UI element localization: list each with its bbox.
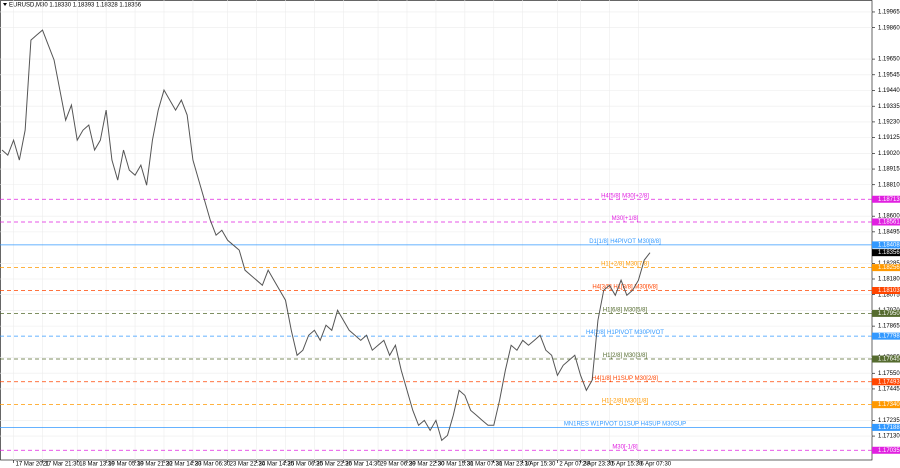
y-tick-label: 1.18285 bbox=[878, 261, 900, 267]
level-label: MN1RES W1PIVOT D1SUP H4SUP M30SUP bbox=[564, 421, 686, 427]
x-tick-label: 23 Mar 22:30 bbox=[230, 462, 266, 468]
price-tag bbox=[872, 423, 900, 431]
y-tick-label: 1.18915 bbox=[878, 167, 900, 173]
y-tick-label: 1.17865 bbox=[878, 324, 900, 330]
y-tick-label: 1.17235 bbox=[878, 418, 900, 424]
x-tick-label: 26 Mar 14:30 bbox=[345, 462, 381, 468]
y-tick-label: 1.17130 bbox=[878, 434, 900, 440]
level-label: M30[-1/8] bbox=[612, 444, 638, 450]
y-tick-label: 1.18075 bbox=[878, 292, 900, 298]
price-tag-label: 1.18103 bbox=[878, 288, 900, 294]
y-tick-label: 1.17550 bbox=[878, 371, 900, 377]
x-tick-label: 18 Mar 13:30 bbox=[79, 462, 115, 468]
price-tag bbox=[872, 195, 900, 203]
x-tick-label: 29 Mar 22:30 bbox=[409, 462, 445, 468]
x-tick-label: 24 Mar 14:30 bbox=[259, 462, 295, 468]
price-tag bbox=[872, 401, 900, 409]
x-tick-label: 29 Mar 06:30 bbox=[380, 462, 416, 468]
x-tick-label: 17 Mar 21:30 bbox=[45, 462, 81, 468]
level-label: H1[2/8] M30[3/8] bbox=[603, 353, 648, 359]
x-tick-label: 6 Apr 07:30 bbox=[640, 462, 671, 468]
x-tick-label: 2 Apr 23:30 bbox=[583, 462, 614, 468]
level-label: M30[+1/8] bbox=[612, 216, 639, 222]
level-label: H4[1/8] H1SUP M30[2/8] bbox=[592, 376, 658, 382]
price-line bbox=[1, 29, 651, 442]
level-label: H4[5/8] M30[+2/8] bbox=[601, 193, 649, 199]
title-arrow bbox=[3, 3, 7, 6]
price-tag-label: 1.17798 bbox=[878, 334, 900, 340]
level-label: H1[-2/8] M30[1/8] bbox=[602, 399, 649, 405]
x-tick-label: 25 Mar 06:30 bbox=[288, 462, 324, 468]
y-tick-label: 1.18600 bbox=[878, 214, 900, 220]
y-tick-label: 1.19545 bbox=[878, 72, 900, 78]
price-tag bbox=[872, 355, 900, 363]
x-tick-label: 5 Apr 15:30 bbox=[612, 462, 643, 468]
x-tick-label: 19 Mar 21:30 bbox=[137, 462, 173, 468]
x-tick-label: 30 Mar 15:30 bbox=[438, 462, 474, 468]
price-tag-label: 1.18713 bbox=[878, 197, 900, 203]
price-tag bbox=[872, 264, 900, 272]
x-tick-label: 1 Apr 15:30 bbox=[525, 462, 556, 468]
price-tag bbox=[872, 287, 900, 295]
y-tick-label: 1.17445 bbox=[878, 387, 900, 393]
price-tag-label: 1.17645 bbox=[878, 357, 900, 363]
y-tick-label: 1.19230 bbox=[878, 119, 900, 125]
level-label: H4[3/8] H1[8/8] M30[6/8] bbox=[592, 285, 658, 291]
price-tag bbox=[872, 218, 900, 226]
price-tag bbox=[872, 309, 900, 317]
x-tick-label: 22 Mar 14:30 bbox=[166, 462, 202, 468]
y-tick-label: 1.19335 bbox=[878, 104, 900, 110]
price-tag bbox=[872, 446, 900, 454]
y-tick-label: 1.18810 bbox=[878, 182, 900, 188]
x-tick-label: 25 Mar 22:30 bbox=[316, 462, 352, 468]
price-tag bbox=[872, 332, 900, 340]
price-tag-label: 1.18408 bbox=[878, 242, 900, 248]
y-tick-label: 1.19020 bbox=[878, 151, 900, 157]
level-label: H4[2/8] H1PIVOT M30PIVOT bbox=[586, 330, 664, 336]
price-tag-label: 1.17035 bbox=[878, 448, 900, 454]
x-tick-label: 17 Mar 2021 bbox=[16, 462, 50, 468]
x-tick-label: 19 Mar 05:30 bbox=[108, 462, 144, 468]
price-tag-label: 1.18256 bbox=[878, 265, 900, 271]
y-tick-label: 1.18495 bbox=[878, 229, 900, 235]
price-tag-label: 1.17950 bbox=[878, 311, 900, 317]
y-tick-label: 1.19965 bbox=[878, 10, 900, 16]
level-label: D1[1/8] H4PIVOT M30[8/8] bbox=[589, 239, 661, 245]
price-tag-label: 1.18561 bbox=[878, 220, 900, 226]
level-label: H1[6/8] M30[5/8] bbox=[603, 307, 648, 313]
y-tick-label: 1.19440 bbox=[878, 88, 900, 94]
price-tag-label: 1.17188 bbox=[878, 425, 900, 431]
plot-frame bbox=[0, 0, 873, 461]
chart-title: EURUSD,M30 1.18330 1.18393 1.18328 1.183… bbox=[9, 3, 142, 9]
price-tag-label: 1.17493 bbox=[878, 379, 900, 385]
x-tick-label: 31 Mar 07:30 bbox=[467, 462, 503, 468]
y-tick-label: 1.19125 bbox=[878, 135, 900, 141]
y-tick-label: 1.18180 bbox=[878, 277, 900, 283]
x-tick-label: 23 Mar 06:30 bbox=[195, 462, 231, 468]
price-tag-label: 1.17340 bbox=[878, 402, 900, 408]
price-tag bbox=[872, 241, 900, 249]
y-tick-label: 1.19860 bbox=[878, 25, 900, 31]
y-tick-label: 1.19650 bbox=[878, 57, 900, 63]
current-price-tag bbox=[872, 249, 900, 257]
level-label: H1[+2/8] M30[7/8] bbox=[601, 262, 649, 268]
price-tag bbox=[872, 378, 900, 386]
x-tick-label: 31 Mar 23:30 bbox=[496, 462, 532, 468]
x-tick-label: 2 Apr 07:30 bbox=[559, 462, 590, 468]
current-price-label: 1.18356 bbox=[878, 250, 900, 256]
